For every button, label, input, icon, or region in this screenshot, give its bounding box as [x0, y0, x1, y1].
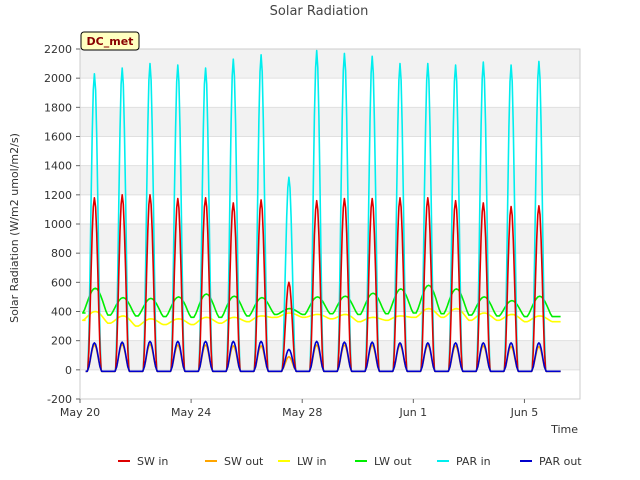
y-tick-label: 1000: [44, 218, 72, 231]
y-tick-label: 800: [51, 247, 72, 260]
plot-band: [80, 224, 580, 254]
y-tick-label: 2200: [44, 43, 72, 56]
x-axis-label: Time: [550, 423, 578, 436]
series-line-par-out: [85, 340, 561, 373]
y-tick-label: 2000: [44, 72, 72, 85]
x-axis: May 20 May 24 May 28 Jun 1 Jun 5: [60, 399, 538, 419]
series-line-lw-in: [82, 307, 561, 327]
site-label-badge: DC_met: [80, 31, 140, 51]
series-layer: [82, 49, 561, 373]
legend: SW in SW out LW in LW out PAR in PAR out: [118, 455, 582, 468]
site-label-text: DC_met: [87, 35, 134, 48]
chart-title: Solar Radiation: [270, 4, 369, 19]
x-tick-label: May 28: [282, 406, 322, 419]
plot-band: [80, 165, 580, 195]
legend-label-par-in: PAR in: [456, 455, 491, 468]
legend-label-lw-out: LW out: [374, 455, 412, 468]
y-tick-label: 400: [51, 306, 72, 319]
y-tick-label: 1200: [44, 189, 72, 202]
x-tick-label: May 20: [60, 406, 100, 419]
y-tick-label: 0: [65, 364, 72, 377]
plot-band: [80, 340, 580, 370]
legend-label-sw-out: SW out: [224, 455, 264, 468]
y-tick-label: -200: [47, 393, 72, 406]
plot-band: [80, 107, 580, 137]
y-tick-label: 1400: [44, 160, 72, 173]
y-tick-label: 600: [51, 276, 72, 289]
y-axis-label: Solar Radiation (W/m2 umol/m2/s): [8, 133, 21, 323]
x-tick-label: Jun 1: [398, 406, 427, 419]
legend-label-par-out: PAR out: [539, 455, 582, 468]
x-tick-label: Jun 5: [510, 406, 539, 419]
series-line-lw-out: [82, 284, 561, 319]
y-tick-label: 1800: [44, 101, 72, 114]
legend-label-sw-in: SW in: [137, 455, 168, 468]
y-tick-label: 200: [51, 335, 72, 348]
y-axis: -200 0 200 400 600 800 1000 1200 1400 1600 1800 200…: [44, 43, 80, 406]
plot-background-bands: [80, 49, 580, 370]
plot-band: [80, 282, 580, 312]
series-line-par-in: [85, 49, 561, 373]
y-tick-label: 1600: [44, 131, 72, 144]
legend-label-lw-in: LW in: [297, 455, 327, 468]
plot-band: [80, 49, 580, 79]
x-tick-label: May 24: [171, 406, 211, 419]
series-line-sw-in: [85, 194, 561, 373]
